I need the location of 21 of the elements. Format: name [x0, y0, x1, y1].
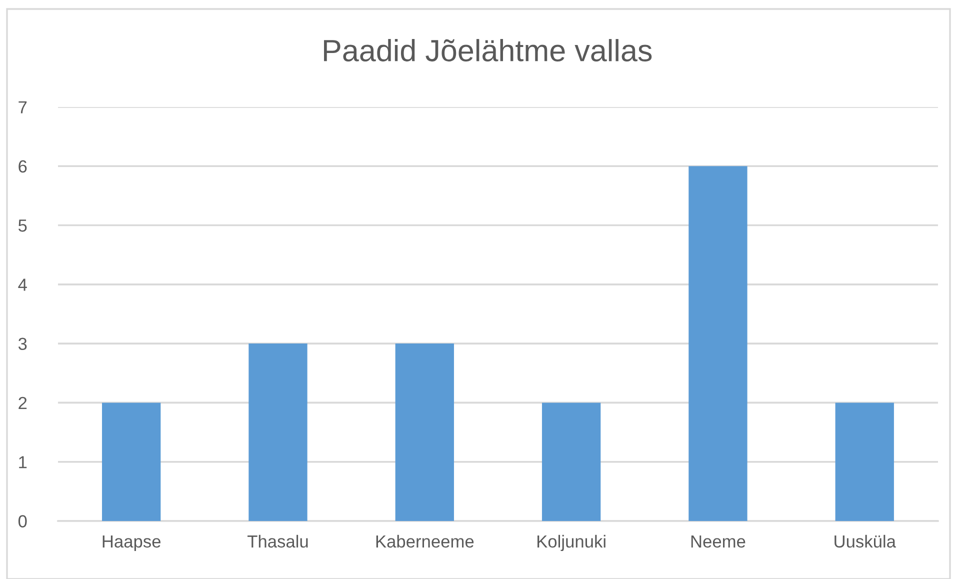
- y-tick-label: 4: [18, 278, 27, 291]
- x-tick-label: Uusküla: [834, 534, 896, 548]
- bar: [395, 344, 454, 521]
- bar: [835, 402, 894, 521]
- y-tick-label: 2: [18, 396, 27, 409]
- x-tick-label: Thasalu: [247, 534, 308, 548]
- x-tick-label: Neeme: [691, 536, 746, 548]
- y-tick-label: 1: [19, 456, 27, 468]
- bar: [102, 402, 161, 521]
- bar: [542, 402, 601, 521]
- chart-title: Paadid Jõelähtme vallas: [324, 39, 652, 62]
- y-tick-label: 6: [18, 160, 27, 173]
- y-tick-label: 7: [18, 101, 27, 114]
- y-tick-label: 0: [18, 515, 27, 528]
- bar: [688, 166, 748, 521]
- x-tick-label: Koljunuki: [538, 534, 606, 552]
- bar: [248, 344, 308, 521]
- x-tick-label: Haapse: [102, 536, 160, 552]
- y-tick-label: 5: [18, 220, 27, 232]
- x-tick-label: Kaberneeme: [376, 534, 474, 548]
- y-tick-label: 3: [18, 338, 27, 350]
